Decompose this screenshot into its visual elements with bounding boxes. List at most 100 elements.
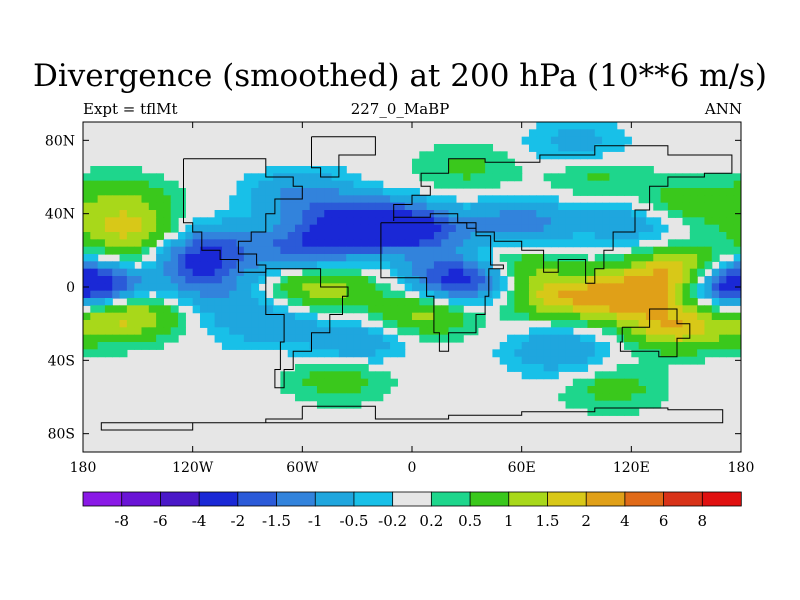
field-cell <box>251 312 260 321</box>
field-cell <box>507 239 515 248</box>
field-cell <box>463 312 472 321</box>
field-cell <box>221 290 230 299</box>
field-cell <box>528 290 537 299</box>
field-cell <box>499 239 508 248</box>
field-cell <box>689 188 698 196</box>
field-cell <box>463 202 472 211</box>
field-cell <box>302 283 311 292</box>
field-cell <box>470 151 479 160</box>
field-cell <box>426 290 435 299</box>
field-cell <box>346 305 355 314</box>
field-cell <box>134 224 143 233</box>
field-cell <box>543 217 552 226</box>
field-cell <box>463 180 472 189</box>
field-cell <box>119 290 128 299</box>
field-cell <box>353 254 362 262</box>
field-cell <box>229 283 238 292</box>
field-cell <box>616 144 625 152</box>
field-cell <box>536 195 545 204</box>
field-cell <box>243 195 252 204</box>
field-cell <box>719 276 727 284</box>
field-cell <box>412 261 420 270</box>
field-cell <box>477 158 486 167</box>
colorbar-label: -2 <box>231 512 246 530</box>
field-cell <box>653 246 662 255</box>
field-cell <box>97 261 106 270</box>
field-cell <box>667 312 676 321</box>
field-cell <box>580 298 589 306</box>
field-cell <box>572 290 581 299</box>
field-cell <box>558 349 567 358</box>
field-cell <box>624 393 632 402</box>
field-cell <box>382 261 391 270</box>
field-cell <box>624 386 632 394</box>
field-cell <box>704 254 713 262</box>
field-cell <box>528 129 537 138</box>
field-cell <box>324 224 333 233</box>
field-cell <box>353 232 362 240</box>
field-cell <box>441 151 450 160</box>
field-cell <box>616 261 625 270</box>
field-cell <box>492 232 501 240</box>
season-label: ANN <box>704 100 742 118</box>
coastline <box>100 405 724 431</box>
field-cell <box>455 166 464 174</box>
field-cell <box>163 276 172 284</box>
field-cell <box>441 158 450 167</box>
field-cell <box>346 210 355 218</box>
field-cell <box>302 327 311 336</box>
field-cell <box>273 327 281 336</box>
field-cell <box>719 202 727 211</box>
field-cell <box>346 246 355 255</box>
field-cell <box>353 327 362 336</box>
field-cell <box>104 312 113 321</box>
field-cell <box>346 386 355 394</box>
field-cell <box>455 268 464 277</box>
field-cell <box>112 239 121 248</box>
field-cell <box>353 246 362 255</box>
field-cell <box>126 342 135 350</box>
field-cell <box>163 180 172 189</box>
field-cell <box>382 334 391 343</box>
field-cell <box>697 195 706 204</box>
field-cell <box>375 246 384 255</box>
field-cell <box>419 151 428 160</box>
field-cell <box>119 173 128 182</box>
field-cell <box>309 188 318 196</box>
field-cell <box>638 188 647 196</box>
field-cell <box>170 239 179 248</box>
field-cell <box>521 195 530 204</box>
field-cell <box>338 320 347 328</box>
field-cell <box>492 276 501 284</box>
field-cell <box>258 188 267 196</box>
field-cell <box>148 305 157 314</box>
field-cell <box>295 254 303 262</box>
field-cell <box>726 202 735 211</box>
field-cell <box>565 232 574 240</box>
field-cell <box>477 202 486 211</box>
field-cell <box>346 217 355 226</box>
field-cell <box>134 283 143 292</box>
field-cell <box>265 239 274 248</box>
field-cell <box>295 327 303 336</box>
field-cell <box>602 144 610 152</box>
field-cell <box>251 261 260 270</box>
field-cell <box>207 276 216 284</box>
field-cell <box>265 217 274 226</box>
field-cell <box>353 268 362 277</box>
field-cell <box>587 268 596 277</box>
field-cell <box>412 232 420 240</box>
field-cell <box>733 188 741 196</box>
field-cell <box>609 210 618 218</box>
field-cell <box>112 180 121 189</box>
field-cell <box>331 210 340 218</box>
field-cell <box>229 195 238 204</box>
field-cell <box>397 210 406 218</box>
field-cell <box>104 232 113 240</box>
field-cell <box>390 239 398 248</box>
field-cell <box>660 393 669 402</box>
field-cell <box>638 298 647 306</box>
field-cell <box>550 364 559 372</box>
field-cell <box>550 371 559 380</box>
field-cell <box>675 210 684 218</box>
